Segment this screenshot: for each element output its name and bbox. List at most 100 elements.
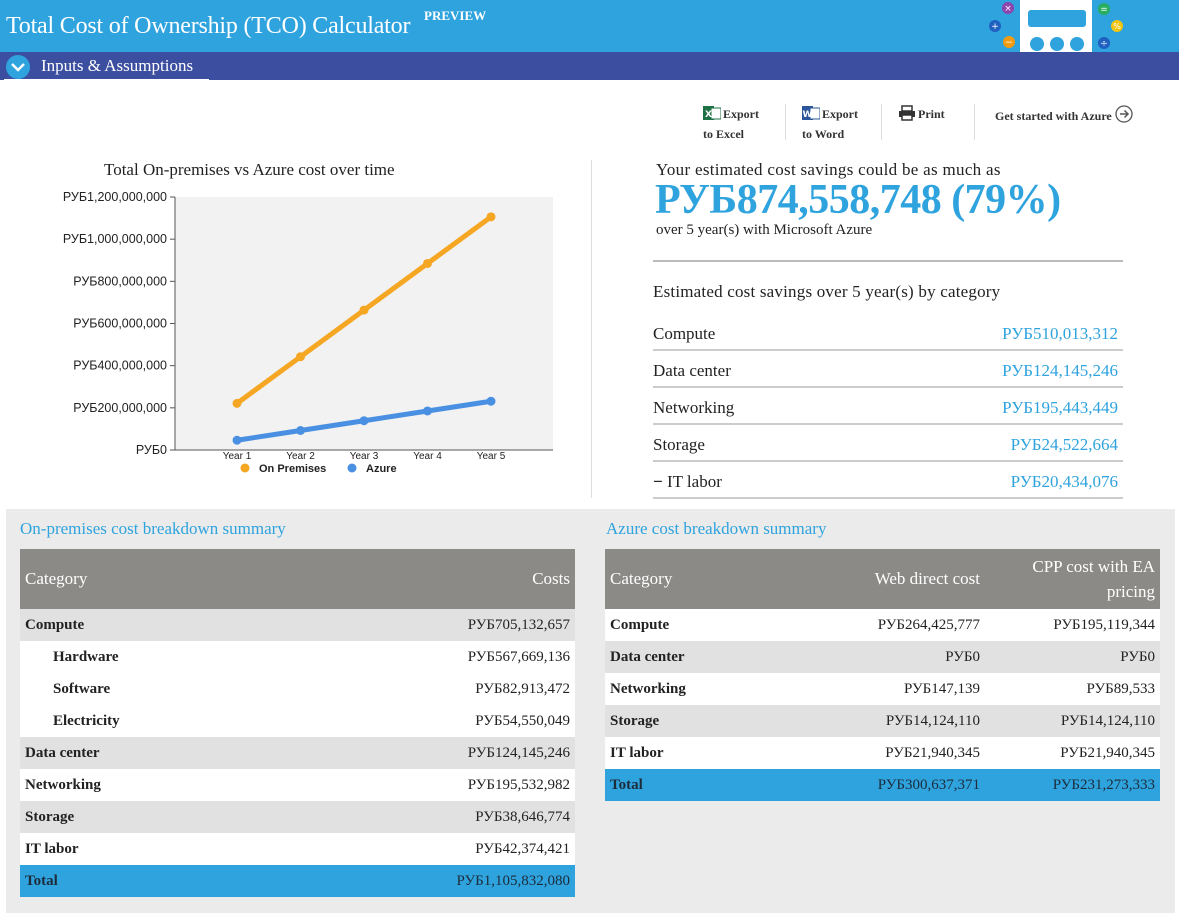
x-tick-label: Year 5 [477, 451, 506, 462]
row-value: РУБ195,532,982 [274, 769, 575, 801]
onprem-summary-title: On-premises cost breakdown summary [20, 519, 286, 538]
azure-breakdown-table: Category Web direct cost CPP cost with E… [605, 549, 1160, 801]
row-value: РУБ82,913,472 [274, 673, 575, 705]
export-excel-label-2: to Excel [703, 127, 744, 141]
plot-area [175, 197, 553, 450]
toolbar-divider [974, 104, 975, 140]
row-web-cost: РУБ14,124,110 [805, 705, 985, 737]
table-header-row: Category Web direct cost CPP cost with E… [605, 549, 1160, 609]
savings-row-label: Storage [653, 435, 705, 454]
export-excel-button[interactable]: X Export to Excel [703, 105, 759, 143]
toolbar-divider [785, 104, 786, 140]
row-label: Storage [605, 705, 805, 737]
chart-title: Total On-premises vs Azure cost over tim… [104, 160, 395, 179]
data-point [296, 352, 305, 362]
calculator-icon: × + − = % ÷ [986, 0, 1126, 52]
export-word-label-1: Export [822, 107, 858, 121]
savings-row-value: РУБ195,443,449 [1002, 398, 1118, 417]
excel-icon: X [703, 105, 722, 126]
savings-row-label: − IT labor [653, 472, 722, 492]
table-row: Electricity РУБ54,550,049 [20, 705, 575, 737]
svg-text:×: × [1004, 4, 1012, 14]
savings-period: over 5 year(s) with Microsoft Azure [656, 222, 873, 238]
column-header-line: pricing [1106, 582, 1155, 601]
svg-text:÷: ÷ [1100, 39, 1108, 49]
data-point [486, 212, 496, 222]
row-value: РУБ567,669,136 [274, 641, 575, 673]
onprem-breakdown-table: Category Costs Compute РУБ705,132,657 Har… [20, 549, 575, 897]
arrow-right-circle-icon [1115, 105, 1133, 128]
svg-text:=: = [1100, 5, 1108, 15]
row-value: РУБ1,105,832,080 [274, 865, 575, 897]
column-header: Web direct cost [805, 549, 985, 609]
table-row: Data center РУБ124,145,246 [20, 737, 575, 769]
row-value: РУБ42,374,421 [274, 833, 575, 865]
row-web-cost: РУБ0 [805, 641, 985, 673]
row-label: Data center [605, 641, 805, 673]
row-value: РУБ124,145,246 [274, 737, 575, 769]
data-point [359, 416, 369, 426]
top-header-bar [0, 0, 1179, 52]
legend-label: On Premises [259, 463, 326, 475]
export-excel-label-1: Export [723, 107, 759, 121]
data-point [423, 406, 432, 416]
table-row: Compute РУБ705,132,657 [20, 609, 575, 641]
x-tick-label: Year 3 [350, 451, 379, 462]
data-point [423, 258, 432, 268]
legend-label: Azure [366, 463, 397, 475]
column-header: CPP cost with EA pricing [985, 549, 1160, 609]
row-label: Networking [20, 769, 275, 801]
y-tick-label: РУБ800,000,000 [73, 274, 167, 288]
data-point [232, 435, 242, 445]
row-label: IT labor [605, 737, 805, 769]
row-cpp-cost: РУБ14,124,110 [985, 705, 1160, 737]
savings-row-data-center: Data center РУБ124,145,246 [653, 351, 1123, 388]
row-web-cost: РУБ21,940,345 [805, 737, 985, 769]
export-word-label-2: to Word [802, 127, 845, 141]
row-value: РУБ705,132,657 [274, 609, 575, 641]
column-header: Category [605, 549, 805, 609]
table-row: Compute РУБ264,425,777 РУБ195,119,344 [605, 609, 1160, 641]
row-label: Software [20, 673, 275, 705]
y-tick-label: РУБ200,000,000 [73, 401, 167, 415]
savings-amount: РУБ874,558,748 (79%) [655, 177, 1061, 223]
row-web-cost: РУБ264,425,777 [805, 609, 985, 641]
savings-intro: Your estimated cost savings could be as … [656, 160, 1001, 179]
section-underline [4, 79, 209, 81]
savings-row-value: РУБ24,522,664 [1010, 435, 1118, 454]
export-word-button[interactable]: W Export to Word [802, 105, 858, 143]
savings-row-networking: Networking РУБ195,443,449 [653, 388, 1123, 425]
row-cpp-cost: РУБ231,273,333 [985, 769, 1160, 801]
savings-row-label: Data center [653, 361, 731, 380]
row-value: РУБ54,550,049 [274, 705, 575, 737]
inputs-assumptions-label[interactable]: Inputs & Assumptions [41, 56, 194, 75]
total-row: Total РУБ300,637,371 РУБ231,273,333 [605, 769, 1160, 801]
table-row: Hardware РУБ567,669,136 [20, 641, 575, 673]
total-row: Total РУБ1,105,832,080 [20, 865, 575, 897]
column-header-line: CPP cost with EA [1032, 557, 1155, 576]
savings-row-value: РУБ20,434,076 [1010, 472, 1118, 491]
svg-text:X: X [705, 110, 712, 120]
print-button[interactable]: Print [898, 105, 945, 126]
y-tick-label: РУБ1,000,000,000 [63, 232, 167, 246]
inputs-assumptions-bar[interactable] [0, 52, 1179, 80]
minus-icon: − [653, 472, 663, 491]
table-row: Data center РУБ0 РУБ0 [605, 641, 1160, 673]
table-row: Networking РУБ195,532,982 [20, 769, 575, 801]
svg-text:W: W [803, 110, 813, 120]
preview-badge: PREVIEW [424, 8, 487, 23]
row-cpp-cost: РУБ21,940,345 [985, 737, 1160, 769]
get-started-azure-link[interactable]: Get started with Azure [995, 105, 1135, 128]
app-title: Total Cost of Ownership (TCO) Calculator [6, 13, 411, 39]
y-tick-label: РУБ400,000,000 [73, 359, 167, 373]
printer-icon [898, 105, 916, 126]
savings-by-category-title: Estimated cost savings over 5 year(s) by… [653, 282, 1001, 301]
row-label: Compute [20, 609, 275, 641]
row-cpp-cost: РУБ0 [985, 641, 1160, 673]
row-label: IT labor [20, 833, 275, 865]
x-tick-label: Year 2 [286, 451, 315, 462]
x-tick-label: Year 4 [413, 451, 442, 462]
chevron-down-icon[interactable] [6, 55, 30, 79]
data-point [486, 396, 496, 406]
svg-text:%: % [1113, 22, 1121, 31]
